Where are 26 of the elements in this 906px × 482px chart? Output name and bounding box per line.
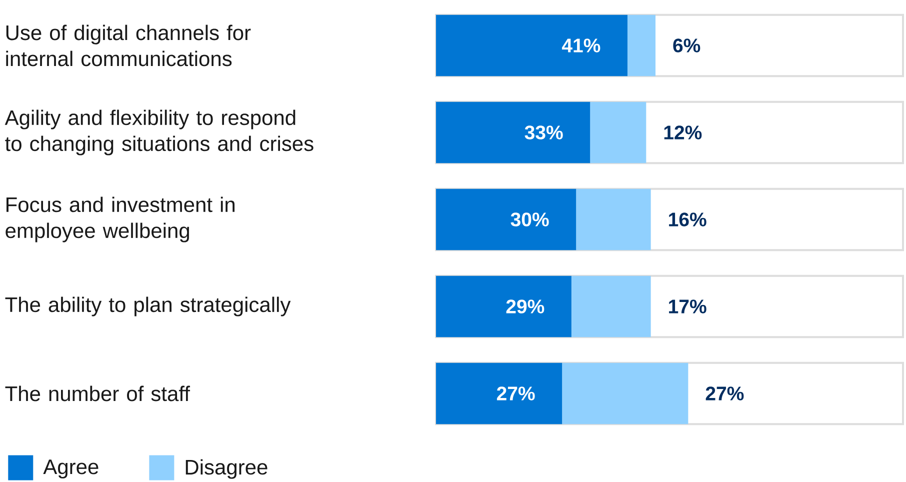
data-label: 27% [496, 386, 535, 400]
data-label: 6% [673, 38, 700, 52]
bar [571, 276, 651, 338]
data-label: 33% [524, 126, 563, 140]
data-label: 41% [562, 38, 600, 52]
legend-label: Disagree [186, 459, 268, 479]
y-tick-label: The ability to plan strategically [5, 296, 291, 316]
data-label: 12% [664, 126, 702, 140]
data-label: 29% [506, 300, 544, 314]
y-tick-label: Focus and investment in employee wellbeing [6, 196, 234, 242]
bar [436, 276, 572, 338]
y-tick-label: Use of digital channels for internal communications [6, 24, 251, 66]
y-tick-label: The number of staff [5, 386, 190, 402]
bar [590, 102, 646, 164]
bar [562, 362, 688, 424]
legend-label: Agree [43, 460, 98, 478]
bar [436, 188, 576, 250]
bar [576, 188, 651, 250]
y-tick-label: Agility and flexibility to respond to changing situations and crises [4, 110, 314, 156]
bar [436, 362, 562, 424]
bar [627, 14, 656, 76]
bar [436, 102, 590, 164]
data-label: 27% [706, 386, 744, 400]
data-label: 30% [510, 212, 549, 226]
data-label: 16% [669, 212, 706, 226]
data-label: 17% [669, 300, 706, 314]
